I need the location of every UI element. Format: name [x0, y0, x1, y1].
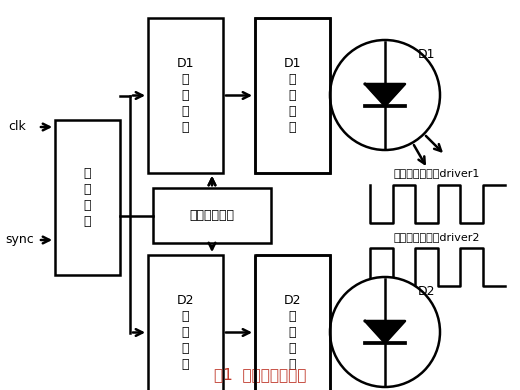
- Bar: [255, 18, 330, 173]
- Bar: [148, 255, 223, 390]
- Bar: [148, 18, 223, 173]
- Bar: [55, 120, 120, 275]
- Text: 加调制驱动信号driver2: 加调制驱动信号driver2: [394, 232, 480, 242]
- Bar: [255, 255, 330, 390]
- Text: 脉
冲
整
形: 脉 冲 整 形: [84, 167, 91, 228]
- Circle shape: [330, 40, 440, 150]
- Polygon shape: [365, 84, 405, 106]
- Text: clk: clk: [8, 121, 26, 133]
- Text: D1
功
率
驱
动: D1 功 率 驱 动: [284, 57, 301, 134]
- Text: sync: sync: [5, 234, 34, 246]
- Bar: [255, 18, 330, 173]
- Text: D1: D1: [418, 48, 436, 61]
- Text: 图1  发射端设计框图: 图1 发射端设计框图: [214, 367, 306, 383]
- Text: D1
移
相
输
出: D1 移 相 输 出: [177, 57, 194, 134]
- Text: 移相预设编码: 移相预设编码: [189, 209, 235, 222]
- Text: D2: D2: [418, 285, 436, 298]
- Text: D2
移
相
输
出: D2 移 相 输 出: [177, 294, 194, 371]
- Text: 加调制驱动信号driver1: 加调制驱动信号driver1: [394, 168, 480, 178]
- Bar: [153, 188, 271, 243]
- Text: D2
功
率
驱
动: D2 功 率 驱 动: [284, 294, 301, 371]
- Polygon shape: [365, 321, 405, 343]
- Bar: [255, 255, 330, 390]
- Circle shape: [330, 277, 440, 387]
